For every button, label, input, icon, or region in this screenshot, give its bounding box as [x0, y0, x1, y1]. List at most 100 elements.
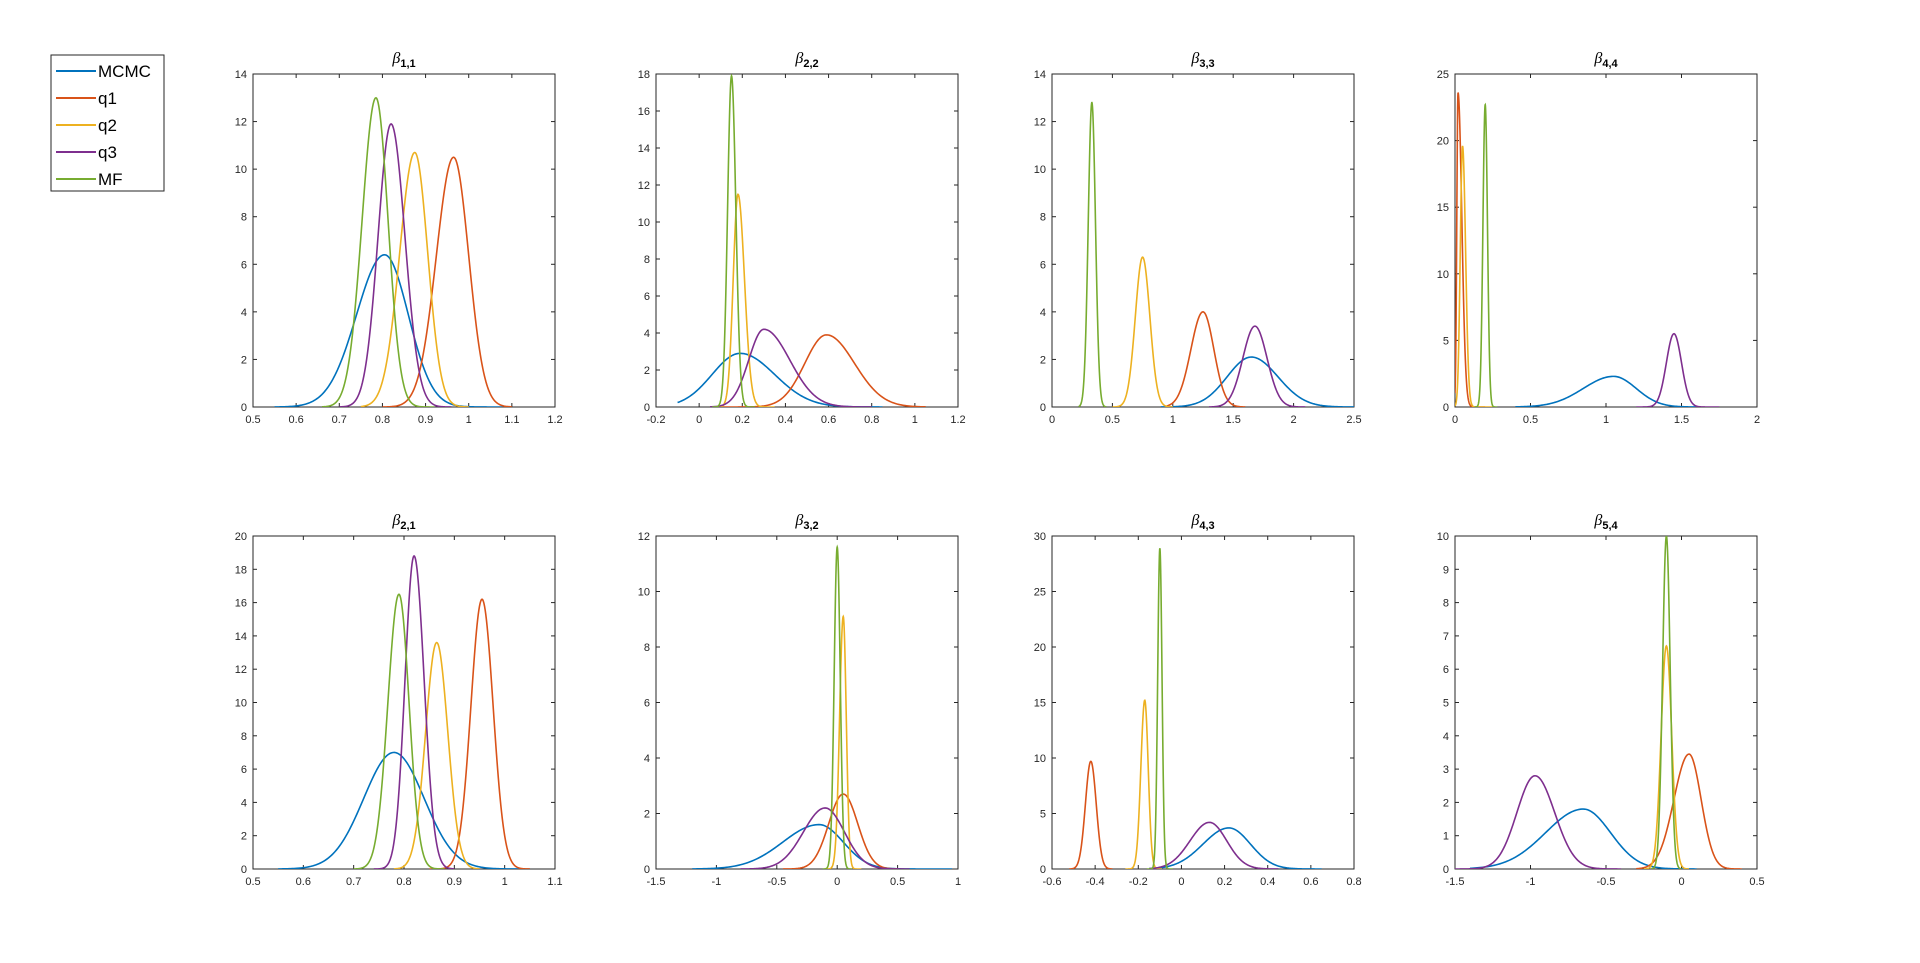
- x-tick-label: 0.6: [288, 414, 303, 426]
- y-tick-label: 2: [1443, 797, 1449, 809]
- x-tick-label: 0.9: [418, 414, 433, 426]
- y-tick-label: 0: [1443, 402, 1449, 414]
- x-tick-label: 0: [1452, 414, 1458, 426]
- subplot-title: β3,3: [1190, 50, 1214, 70]
- y-tick-label: 12: [235, 117, 247, 129]
- y-tick-label: 14: [638, 143, 650, 155]
- x-tick-label: 2: [1291, 414, 1297, 426]
- x-tick-label: 1.1: [547, 876, 562, 888]
- y-tick-label: 18: [235, 564, 247, 576]
- y-tick-label: 6: [644, 291, 650, 303]
- series-line-mf: [1474, 102, 1498, 407]
- x-tick-label: -1.5: [1446, 876, 1465, 888]
- x-tick-label: 1: [955, 876, 961, 888]
- series-line-q2: [709, 193, 775, 407]
- legend-label-q2: q2: [98, 116, 117, 135]
- subplot-title: β4,4: [1593, 50, 1618, 70]
- series-line-q3: [1636, 332, 1720, 407]
- y-tick-label: 4: [1443, 731, 1449, 743]
- subplot-title-symbol: β: [1190, 50, 1199, 67]
- legend-box: [50, 54, 165, 192]
- series-line-mf: [321, 96, 435, 407]
- subplot-title: β4,3: [1190, 512, 1214, 532]
- subplot-title-subscript: 4,4: [1602, 58, 1618, 70]
- series-line-q1: [1455, 92, 1486, 407]
- y-tick-label: 8: [241, 212, 247, 224]
- subplot-title-symbol: β: [1593, 512, 1602, 529]
- x-tick-label: 0.5: [245, 876, 260, 888]
- y-tick-label: 10: [235, 698, 247, 710]
- subplot-title-subscript: 4,3: [1199, 520, 1214, 532]
- y-tick-label: 14: [235, 69, 247, 81]
- x-tick-label: -1.5: [647, 876, 666, 888]
- y-tick-label: 25: [1437, 69, 1449, 81]
- y-tick-label: 12: [1034, 117, 1046, 129]
- x-tick-label: 0.2: [1217, 876, 1232, 888]
- subplot-beta-5-4: -1.5 -1 -0.5 0 0.5 0 1 2 3 4 5 6 7 8 9 10 β5,4: [1437, 512, 1765, 888]
- y-tick-label: 6: [241, 259, 247, 271]
- x-tick-label: 1: [502, 876, 508, 888]
- series-line-q2: [1455, 145, 1493, 407]
- axes-box: [1051, 73, 1355, 408]
- x-tick-label: 0.5: [1105, 414, 1120, 426]
- y-tick-label: 10: [1034, 753, 1046, 765]
- series-line-q3: [339, 123, 452, 407]
- y-tick-label: 4: [644, 328, 650, 340]
- y-tick-label: 1: [1443, 831, 1449, 843]
- x-tick-label: 0.8: [375, 414, 390, 426]
- y-tick-label: 15: [1034, 698, 1046, 710]
- y-tick-label: 16: [235, 598, 247, 610]
- subplot-title-symbol: β: [391, 50, 400, 67]
- y-tick-label: 20: [235, 531, 247, 543]
- y-tick-label: 14: [1034, 69, 1046, 81]
- x-tick-label: 0.6: [1303, 876, 1318, 888]
- x-tick-label: 0.6: [296, 876, 311, 888]
- subplot-title: β2,1: [391, 512, 415, 532]
- series-line-mf: [712, 74, 756, 407]
- subplot-title-symbol: β: [391, 512, 400, 529]
- y-tick-label: 6: [1040, 259, 1046, 271]
- series-line-q2: [393, 641, 480, 869]
- subplot-beta-4-3: -0.6 -0.4 -0.2 0 0.2 0.4 0.6 0.8 0 5 10 15 20 25 30 β4,…: [1034, 512, 1362, 888]
- x-tick-label: 0: [1178, 876, 1184, 888]
- series-line-q3: [1149, 821, 1279, 869]
- legend: MCMC q1 q2 q3 MF: [50, 54, 165, 192]
- series-line-mf: [1078, 101, 1107, 407]
- y-tick-label: 12: [638, 180, 650, 192]
- series-line-q2: [825, 614, 862, 869]
- y-tick-label: 30: [1034, 531, 1046, 543]
- y-tick-label: 12: [638, 531, 650, 543]
- y-tick-label: 4: [1040, 307, 1046, 319]
- subplot-title: β1,1: [391, 50, 415, 70]
- x-tick-label: -0.5: [1597, 876, 1616, 888]
- y-tick-label: 5: [1443, 698, 1449, 710]
- y-tick-label: 6: [241, 764, 247, 776]
- legend-label-q1: q1: [98, 89, 117, 108]
- y-tick-label: 15: [1437, 202, 1449, 214]
- x-tick-label: 0.4: [1260, 876, 1275, 888]
- series-line-q2: [1643, 644, 1690, 869]
- x-tick-label: 1.2: [950, 414, 965, 426]
- y-tick-label: 14: [235, 631, 247, 643]
- x-tick-label: 1.2: [547, 414, 562, 426]
- y-tick-label: 16: [638, 106, 650, 118]
- series-line-q3: [1209, 325, 1306, 407]
- x-tick-label: -0.2: [647, 414, 666, 426]
- y-tick-label: 9: [1443, 564, 1449, 576]
- y-tick-label: 0: [241, 402, 247, 414]
- subplot-title: β5,4: [1593, 512, 1618, 532]
- y-tick-label: 0: [1040, 864, 1046, 876]
- subplot-title-subscript: 3,2: [803, 520, 818, 532]
- y-tick-label: 0: [1443, 864, 1449, 876]
- y-tick-label: 0: [644, 864, 650, 876]
- x-tick-label: 0.8: [864, 414, 879, 426]
- y-tick-label: 5: [1040, 809, 1046, 821]
- y-tick-label: 4: [644, 753, 650, 765]
- x-tick-label: 0.8: [396, 876, 411, 888]
- y-tick-label: 8: [241, 731, 247, 743]
- subplot-beta-2-1: 0.5 0.6 0.7 0.8 0.9 1 1.1 0 2 4 6 8 10 12 14 16 18 20 β2,1: [235, 512, 563, 888]
- subplot-title-subscript: 2,1: [400, 520, 415, 532]
- series-line-mcmc: [1160, 356, 1354, 407]
- x-tick-label: 2.5: [1346, 414, 1361, 426]
